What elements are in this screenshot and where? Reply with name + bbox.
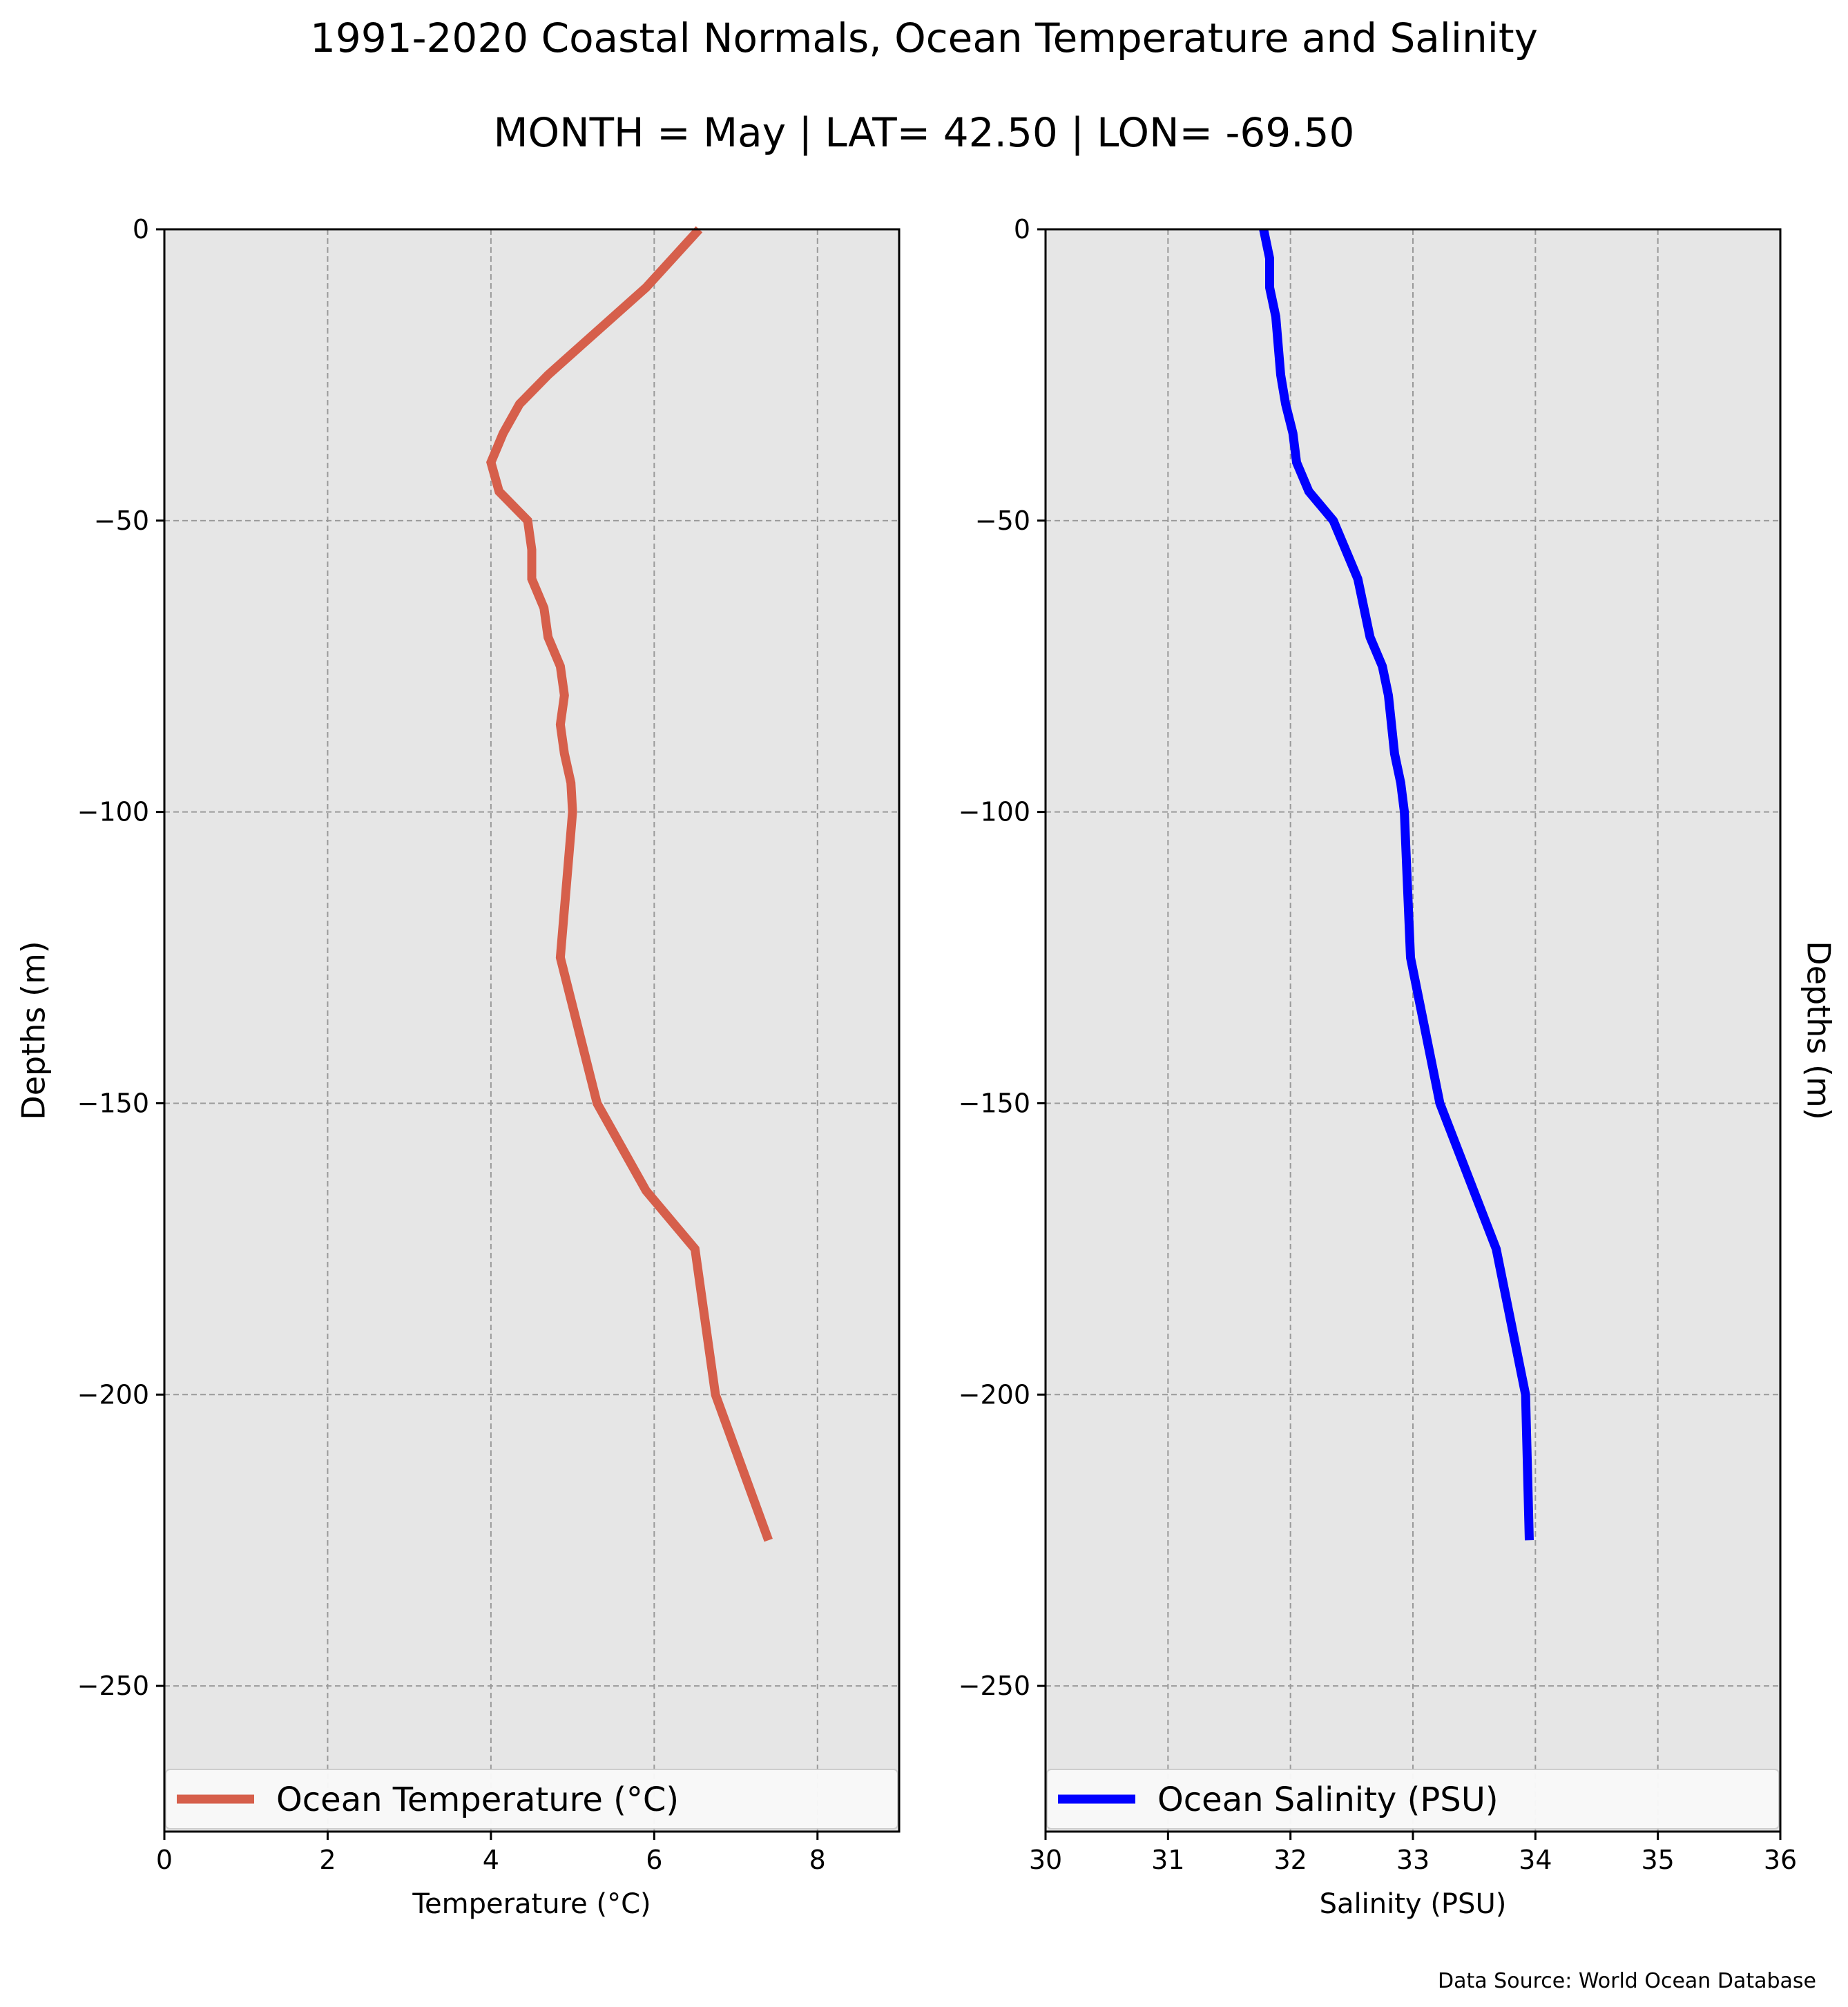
x-tick-label: 32 [1273,1845,1307,1875]
legend-label: Ocean Salinity (PSU) [1157,1780,1499,1819]
y-tick-label: −50 [975,506,1030,536]
y-tick-label: −250 [959,1671,1030,1701]
y-axis-label: Depths (m) [1800,941,1838,1120]
y-tick-label: −50 [94,506,149,536]
x-tick-label: 33 [1396,1845,1430,1875]
y-tick-label: −100 [959,797,1030,827]
y-tick-label: −150 [959,1088,1030,1118]
x-axis-label: Temperature (°C) [412,1888,651,1920]
y-tick-label: −150 [77,1088,149,1118]
y-tick-label: 0 [133,214,149,244]
y-tick-label: 0 [1014,214,1030,244]
y-axis-label: Depths (m) [15,941,52,1120]
legend-label: Ocean Temperature (°C) [276,1780,679,1819]
x-tick-label: 2 [319,1845,336,1875]
data-source-note: Data Source: World Ocean Database [1438,1969,1816,1993]
y-tick-label: −100 [77,797,149,827]
series-line [486,226,773,1542]
y-tick-label: −200 [959,1379,1030,1410]
axes-frame [163,228,901,1833]
x-tick-label: 31 [1151,1845,1184,1875]
chart-subtitle: MONTH = May | LAT= 42.50 | LON= -69.50 [494,109,1355,156]
series-line [1259,228,1534,1541]
legend: Ocean Salinity (PSU) [1046,1769,1780,1830]
chart-title: 1991-2020 Coastal Normals, Ocean Tempera… [310,15,1538,61]
x-tick-label: 0 [156,1845,173,1875]
x-tick-label: 8 [809,1845,826,1875]
legend-box [1046,1769,1780,1830]
x-axis-label: Salinity (PSU) [1320,1888,1507,1920]
x-tick-label: 36 [1764,1845,1797,1875]
plot-area [164,229,899,1832]
legend-box [165,1769,898,1830]
x-tick-label: 35 [1641,1845,1674,1875]
x-tick-label: 34 [1519,1845,1552,1875]
chart-panel-2: Ocean Salinity (PSU) 30 31 32 33 34 35 36 0 −50 −1… [959,214,1838,1920]
legend: Ocean Temperature (°C) [165,1769,898,1830]
chart-panel-1: Ocean Temperature (°C) 0 2 4 6 8 0 −50 −100 −150 −… [15,214,901,1920]
y-tick-label: −200 [77,1379,149,1410]
y-tick-label: −250 [77,1671,149,1701]
x-tick-label: 6 [646,1845,662,1875]
x-tick-label: 30 [1029,1845,1062,1875]
x-tick-label: 4 [483,1845,499,1875]
